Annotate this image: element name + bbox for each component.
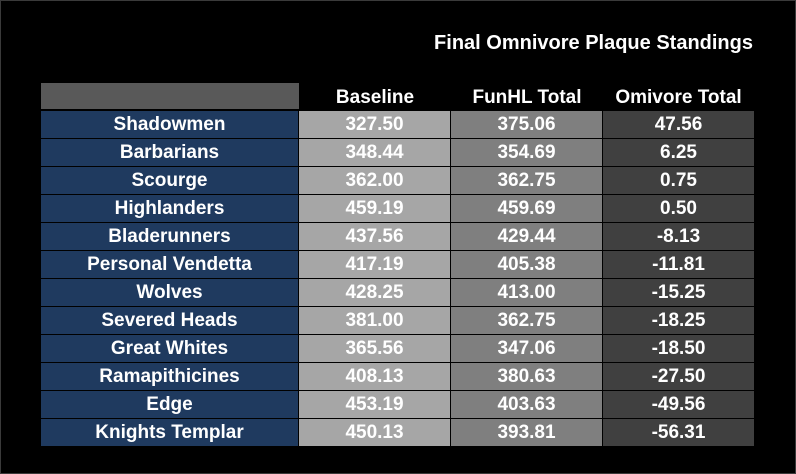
omnivore-total-cell: -11.81 xyxy=(603,251,754,279)
funhl-total-cell: 459.69 xyxy=(451,195,603,223)
team-cell: Personal Vendetta xyxy=(41,251,299,279)
table-row: Scourge 362.00 362.75 0.75 xyxy=(41,167,754,195)
funhl-total-cell: 405.38 xyxy=(451,251,603,279)
team-cell: Scourge xyxy=(41,167,299,195)
funhl-total-cell: 380.63 xyxy=(451,363,603,391)
omnivore-total-cell: -15.25 xyxy=(603,279,754,307)
team-cell: Edge xyxy=(41,391,299,419)
baseline-cell: 327.50 xyxy=(299,111,451,139)
omnivore-total-cell: -27.50 xyxy=(603,363,754,391)
header-omnivore-total: Omivore Total xyxy=(603,83,754,111)
funhl-total-cell: 413.00 xyxy=(451,279,603,307)
table-row: Ramapithicines 408.13 380.63 -27.50 xyxy=(41,363,754,391)
omnivore-total-cell: -18.25 xyxy=(603,307,754,335)
table-row: Highlanders 459.19 459.69 0.50 xyxy=(41,195,754,223)
funhl-total-cell: 362.75 xyxy=(451,167,603,195)
baseline-cell: 381.00 xyxy=(299,307,451,335)
baseline-cell: 459.19 xyxy=(299,195,451,223)
funhl-total-cell: 403.63 xyxy=(451,391,603,419)
omnivore-total-cell: -56.31 xyxy=(603,419,754,447)
table-row: Great Whites 365.56 347.06 -18.50 xyxy=(41,335,754,363)
table-row: Severed Heads 381.00 362.75 -18.25 xyxy=(41,307,754,335)
team-cell: Severed Heads xyxy=(41,307,299,335)
team-cell: Shadowmen xyxy=(41,111,299,139)
table-body: Shadowmen 327.50 375.06 47.56 Barbarians 348.… xyxy=(41,111,754,447)
baseline-cell: 428.25 xyxy=(299,279,451,307)
table-row: Edge 453.19 403.63 -49.56 xyxy=(41,391,754,419)
funhl-total-cell: 354.69 xyxy=(451,139,603,167)
baseline-cell: 453.19 xyxy=(299,391,451,419)
table-row: Barbarians 348.44 354.69 6.25 xyxy=(41,139,754,167)
header-team xyxy=(41,83,299,109)
baseline-cell: 365.56 xyxy=(299,335,451,363)
team-cell: Knights Templar xyxy=(41,419,299,447)
omnivore-total-cell: 47.56 xyxy=(603,111,754,139)
omnivore-total-cell: 0.50 xyxy=(603,195,754,223)
header-funhl-total: FunHL Total xyxy=(451,83,603,111)
team-cell: Bladerunners xyxy=(41,223,299,251)
baseline-cell: 362.00 xyxy=(299,167,451,195)
baseline-cell: 450.13 xyxy=(299,419,451,447)
standings-table: Baseline FunHL Total Omivore Total Shado… xyxy=(41,83,754,447)
team-cell: Highlanders xyxy=(41,195,299,223)
team-cell: Great Whites xyxy=(41,335,299,363)
team-cell: Barbarians xyxy=(41,139,299,167)
funhl-total-cell: 347.06 xyxy=(451,335,603,363)
omnivore-total-cell: -8.13 xyxy=(603,223,754,251)
baseline-cell: 408.13 xyxy=(299,363,451,391)
table-row: Shadowmen 327.50 375.06 47.56 xyxy=(41,111,754,139)
chart-title: Final Omnivore Plaque Standings xyxy=(434,32,753,54)
table-row: Knights Templar 450.13 393.81 -56.31 xyxy=(41,419,754,447)
funhl-total-cell: 429.44 xyxy=(451,223,603,251)
omnivore-total-cell: -49.56 xyxy=(603,391,754,419)
baseline-cell: 348.44 xyxy=(299,139,451,167)
omnivore-total-cell: 0.75 xyxy=(603,167,754,195)
table-row: Personal Vendetta 417.19 405.38 -11.81 xyxy=(41,251,754,279)
funhl-total-cell: 362.75 xyxy=(451,307,603,335)
baseline-cell: 437.56 xyxy=(299,223,451,251)
omnivore-total-cell: -18.50 xyxy=(603,335,754,363)
table-row: Bladerunners 437.56 429.44 -8.13 xyxy=(41,223,754,251)
omnivore-total-cell: 6.25 xyxy=(603,139,754,167)
team-cell: Wolves xyxy=(41,279,299,307)
header-baseline: Baseline xyxy=(299,83,451,111)
table-row: Wolves 428.25 413.00 -15.25 xyxy=(41,279,754,307)
team-cell: Ramapithicines xyxy=(41,363,299,391)
funhl-total-cell: 375.06 xyxy=(451,111,603,139)
baseline-cell: 417.19 xyxy=(299,251,451,279)
funhl-total-cell: 393.81 xyxy=(451,419,603,447)
header-row: Baseline FunHL Total Omivore Total xyxy=(41,83,754,111)
